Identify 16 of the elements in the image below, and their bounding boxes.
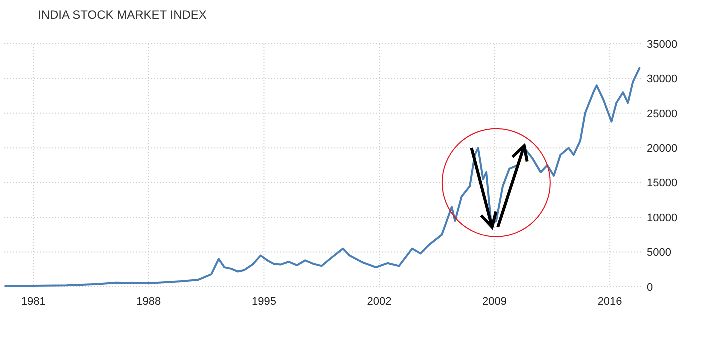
x-tick-label: 1981 [21,296,46,308]
chart-title: INDIA STOCK MARKET INDEX [38,8,207,22]
y-tick-label: 10000 [647,212,678,224]
y-tick-label: 25000 [647,108,678,120]
y-tick-label: 15000 [647,178,678,190]
x-tick-label: 2009 [482,296,508,308]
y-tick-label: 5000 [647,247,672,260]
y-tick-label: 30000 [647,74,678,86]
x-tick-label: 1988 [136,296,162,308]
y-tick-label: 20000 [647,142,678,155]
y-tick-label: 0 [647,282,654,294]
line-series [4,67,641,288]
x-tick-label: 2002 [367,296,392,308]
x-tick-label: 1995 [252,296,276,308]
y-tick-label: 35000 [647,38,678,51]
x-tick-label: 2016 [598,296,622,308]
